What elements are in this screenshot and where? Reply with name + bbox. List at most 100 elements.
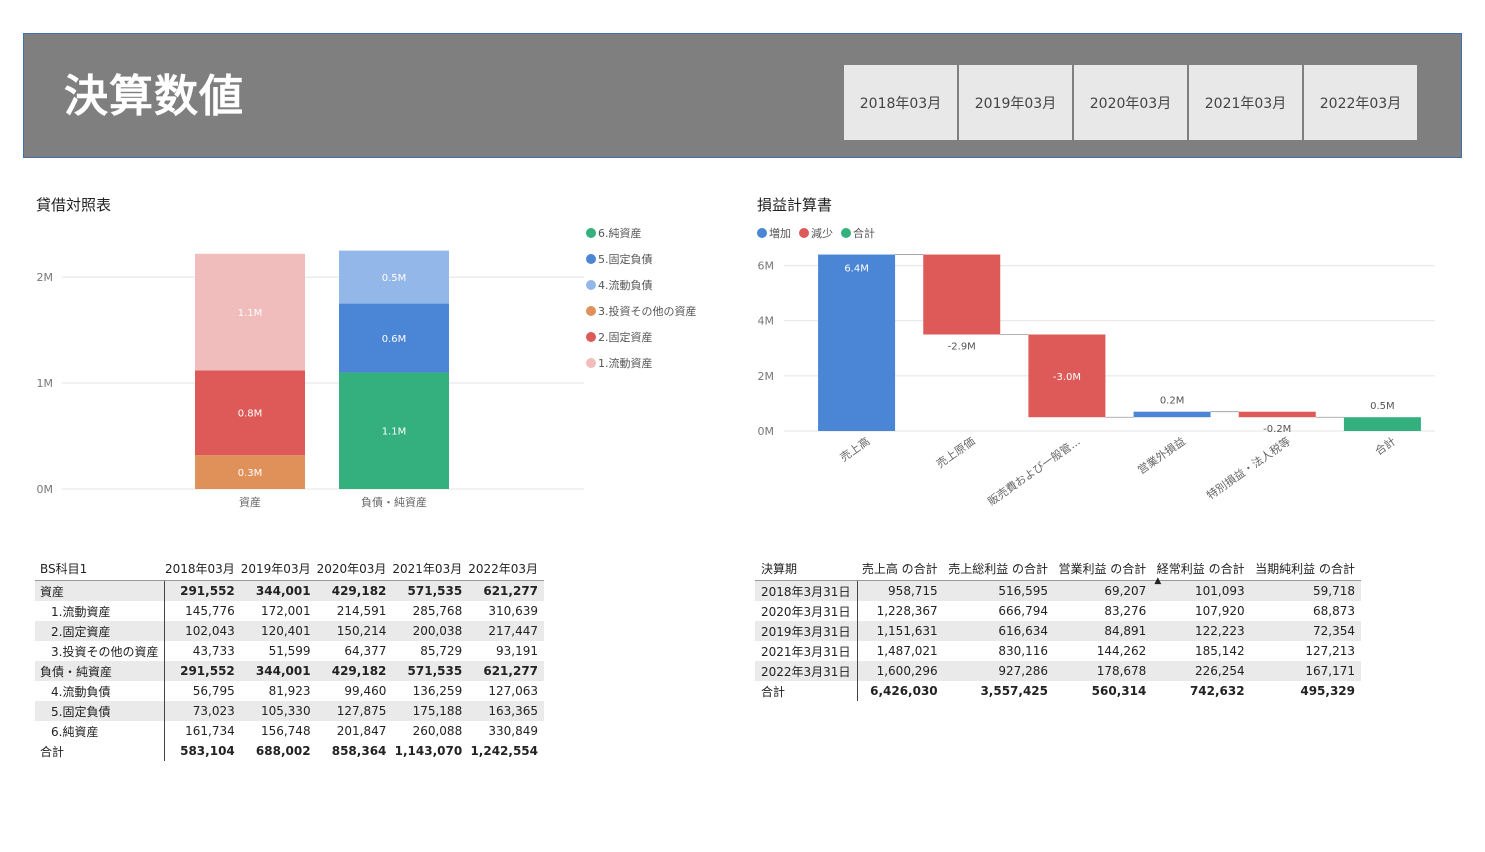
table-row: 3.投資その他の資産 43,733 51,599 64,377 85,729 9… — [35, 641, 544, 661]
column-header[interactable]: 2021年03月 — [392, 556, 469, 581]
year-slicer: 2018年03月 2019年03月 2020年03月 2021年03月 2022… — [844, 65, 1417, 140]
table-cell: 3,557,425 — [980, 684, 1049, 698]
table-row: 2.固定資産 102,043 120,401 150,214 200,038 2… — [35, 621, 545, 641]
table-cell: 127,213 — [1305, 644, 1355, 658]
table-cell: 201,847 — [336, 724, 387, 738]
table-cell: 64,377 — [344, 644, 387, 658]
waterfall-bar — [1238, 411, 1316, 418]
table-cell: 429,182 — [316, 661, 393, 681]
table-cell: 291,552 — [164, 580, 241, 601]
bar-segment — [195, 370, 305, 456]
table-cell: 120,401 — [240, 621, 317, 641]
table-cell: 85,729 — [420, 644, 463, 658]
balance-sheet-chart[interactable]: 0M 1M 2M 0.3M 0.8M 1.1M 資産 1.1M 0.6M 0.5M 負債・純資産 6.… — [0, 220, 720, 520]
table-row: 2021年3月31日 1,487,021 830,116 144,262 185… — [755, 641, 1361, 661]
bar-segment — [339, 303, 449, 373]
table-cell: 68,873 — [1313, 604, 1355, 618]
legend-label: 4.流動負債 — [598, 278, 653, 292]
row-label: 2021年3月31日 — [755, 641, 858, 661]
column-header[interactable]: 当期純利益 の合計 — [1250, 556, 1361, 581]
sort-ascending-icon[interactable]: ▲ — [1154, 576, 1162, 586]
legend-marker — [586, 306, 596, 316]
legend-label: 6.純資産 — [598, 227, 642, 240]
column-header-label: 経常利益 の合計 — [1156, 561, 1245, 576]
table-row: 4.流動負債 56,795 81,923 99,460 136,259 127,… — [35, 681, 544, 701]
slicer-item-2020[interactable]: 2020年03月 — [1074, 65, 1189, 140]
data-label: 0.6M — [382, 334, 407, 345]
slicer-item-2019[interactable]: 2019年03月 — [959, 65, 1074, 140]
slicer-item-2018[interactable]: 2018年03月 — [844, 65, 959, 140]
table-cell: 43,733 — [192, 644, 235, 658]
table-cell: 344,001 — [240, 661, 317, 681]
legend-marker — [586, 358, 596, 368]
table-cell: 226,254 — [1152, 661, 1251, 681]
slicer-item-2022[interactable]: 2022年03月 — [1304, 65, 1417, 140]
table-cell: 145,776 — [185, 604, 235, 618]
column-header[interactable]: 決算期 — [755, 556, 858, 581]
table-header-row: BS科目1 2018年03月 2019年03月 2020年03月 2021年03… — [35, 556, 545, 581]
table-cell: 72,354 — [1250, 621, 1361, 641]
row-label: 2022年3月31日 — [755, 661, 858, 681]
table-cell: 560,314 — [1091, 684, 1147, 698]
table-cell: 83,276 — [1104, 604, 1147, 618]
column-header[interactable]: 2018年03月 — [164, 556, 241, 581]
table-row: 2019年3月31日 1,151,631 616,634 84,891 122,… — [755, 621, 1361, 641]
pl-chart-title: 損益計算書 — [757, 196, 833, 214]
row-label: 4.流動負債 — [35, 681, 166, 701]
column-header[interactable]: 2020年03月 — [316, 556, 393, 581]
table-cell: 958,715 — [857, 580, 944, 601]
row-label: 資産 — [35, 580, 166, 601]
data-label: 6.4M — [844, 264, 869, 275]
table-cell: 621,277 — [468, 661, 545, 681]
header-banner: 決算数値 2018年03月 2019年03月 2020年03月 2021年03月… — [23, 33, 1462, 158]
table-cell: 156,748 — [260, 724, 311, 738]
table-row: 6.純資産 161,734 156,748 201,847 260,088 33… — [35, 721, 544, 741]
legend-marker — [586, 280, 596, 290]
data-label: 0.8M — [238, 409, 263, 420]
y-tick-label: 0M — [758, 425, 775, 438]
table-row: 資産 291,552 344,001 429,182 571,535 621,2… — [35, 580, 545, 601]
data-label: -2.9M — [948, 342, 976, 353]
row-label: 2018年3月31日 — [755, 580, 858, 601]
page-title: 決算数値 — [64, 71, 244, 122]
legend-marker — [799, 228, 809, 238]
waterfall-bar — [1343, 417, 1421, 431]
column-header[interactable]: 2019年03月 — [240, 556, 317, 581]
y-tick-label: 0M — [37, 483, 54, 496]
table-cell: 344,001 — [240, 580, 317, 601]
legend-label: 5.固定負債 — [598, 252, 653, 266]
income-statement-chart[interactable]: 0M 2M 4M 6M 6.4M 売上高 -2.9M 売上原価 -3.0M 販売費および一般管..… — [740, 220, 1470, 520]
column-header[interactable]: 売上高 の合計 — [857, 556, 944, 581]
table-cell: 429,182 — [316, 580, 393, 601]
x-tick-label: 販売費および一般管... — [985, 434, 1083, 508]
table-cell: 1,143,070 — [394, 744, 463, 758]
column-header-sorted[interactable]: 経常利益 の合計 ▲ — [1152, 556, 1251, 586]
table-cell: 127,875 — [316, 701, 393, 721]
y-tick-label: 1M — [37, 377, 54, 390]
slicer-item-2021[interactable]: 2021年03月 — [1189, 65, 1304, 140]
y-tick-label: 2M — [758, 370, 775, 383]
table-cell: 144,262 — [1096, 644, 1147, 658]
table-row: 2022年3月31日 1,600,296 927,286 178,678 226… — [755, 661, 1361, 681]
data-label: -0.2M — [1263, 424, 1291, 435]
column-header[interactable]: 2022年03月 — [468, 556, 545, 581]
data-label: 0.5M — [382, 273, 407, 284]
balance-sheet-table: BS科目1 2018年03月 2019年03月 2020年03月 2021年03… — [35, 556, 545, 761]
waterfall-bar — [923, 254, 1001, 335]
table-cell: 167,171 — [1250, 661, 1361, 681]
column-header[interactable]: 営業利益 の合計 — [1054, 556, 1153, 581]
table-cell: 105,330 — [240, 701, 317, 721]
x-tick-label: 営業外損益 — [1135, 434, 1188, 477]
data-label: 0.2M — [1160, 396, 1185, 407]
table-cell: 122,223 — [1152, 621, 1251, 641]
data-label: -3.0M — [1053, 372, 1081, 383]
table-cell: 136,259 — [412, 684, 463, 698]
table-cell: 178,678 — [1054, 661, 1153, 681]
y-tick-label: 2M — [37, 271, 54, 284]
column-header[interactable]: 売上総利益 の合計 — [943, 556, 1055, 581]
column-header[interactable]: BS科目1 — [35, 556, 165, 581]
table-cell: 1,600,296 — [857, 661, 944, 681]
row-label: 2020年3月31日 — [755, 601, 858, 621]
table-cell: 616,634 — [943, 621, 1055, 641]
bar-segment — [195, 455, 305, 489]
